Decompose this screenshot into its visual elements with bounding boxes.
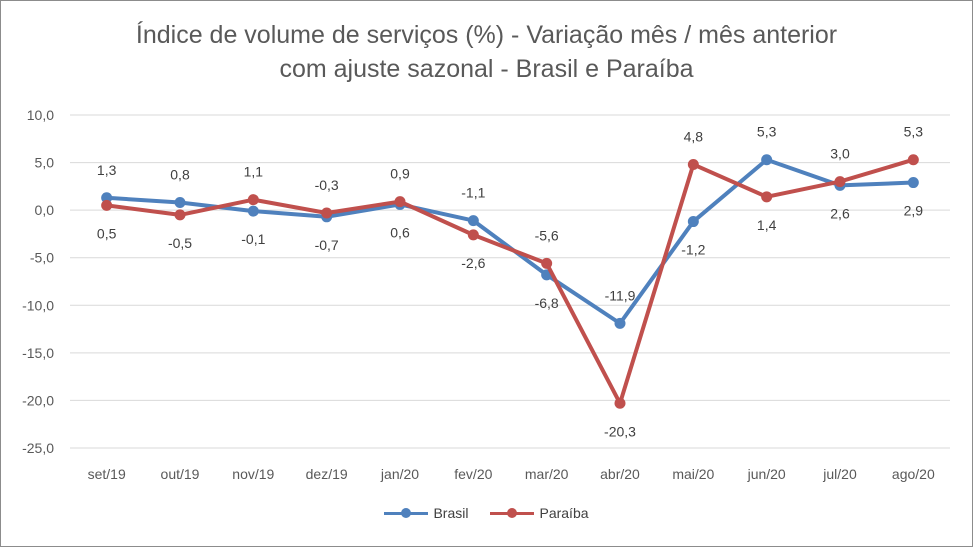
data-label: 5,3 (904, 124, 924, 140)
y-tick-label: -15,0 (22, 345, 54, 361)
legend: Brasil Paraíba (0, 505, 973, 521)
x-tick-label: jun/20 (747, 466, 786, 482)
legend-label-paraiba: Paraíba (539, 505, 589, 521)
legend-swatch-brasil (384, 507, 429, 519)
x-tick-label: jul/20 (822, 466, 857, 482)
data-label: 2,6 (830, 205, 850, 221)
x-tick-label: set/19 (88, 466, 126, 482)
data-point (247, 194, 259, 206)
data-label: 4,8 (684, 128, 704, 144)
data-label: 0,6 (390, 224, 410, 240)
data-point (321, 207, 333, 219)
data-label: 0,5 (97, 225, 117, 241)
x-tick-label: nov/19 (232, 466, 274, 482)
data-label: 0,8 (170, 167, 190, 183)
data-label: 5,3 (757, 124, 777, 140)
data-label: -5,6 (535, 227, 559, 243)
chart-title: Índice de volume de serviços (%) - Varia… (0, 18, 973, 86)
data-point (247, 205, 259, 217)
y-tick-label: 5,0 (35, 155, 55, 171)
legend-marker-paraiba (507, 508, 518, 518)
data-label: -0,7 (315, 237, 339, 253)
data-point (614, 317, 626, 329)
data-label: 1,4 (757, 217, 777, 233)
data-label: -1,1 (461, 185, 485, 201)
data-label: 0,9 (390, 166, 410, 182)
legend-marker-brasil (401, 508, 412, 518)
y-tick-label: 0,0 (35, 202, 55, 218)
y-tick-label: -20,0 (22, 392, 54, 408)
data-point (101, 199, 113, 211)
data-point (761, 154, 773, 166)
data-point (687, 158, 699, 170)
data-label: 1,1 (244, 164, 264, 180)
data-label: -0,5 (168, 235, 192, 251)
legend-swatch-paraiba (490, 507, 535, 519)
data-label: -0,3 (315, 177, 339, 193)
data-point (394, 196, 406, 208)
x-tick-label: ago/20 (892, 466, 935, 482)
x-tick-label: out/19 (161, 466, 200, 482)
legend-item-paraiba[interactable]: Paraíba (490, 505, 589, 521)
data-label: 2,9 (904, 203, 924, 219)
y-tick-label: -5,0 (30, 250, 54, 266)
x-tick-label: dez/19 (306, 466, 348, 482)
data-point (907, 177, 919, 189)
y-tick-label: 10,0 (27, 107, 54, 123)
data-label: -6,8 (535, 295, 559, 311)
data-point (687, 216, 699, 228)
data-point (541, 257, 553, 269)
series-line (106, 157, 914, 326)
chart-title-line-1: Índice de volume de serviços (%) - Varia… (135, 21, 838, 49)
data-label: 1,3 (97, 162, 117, 178)
legend-label-brasil: Brasil (433, 505, 469, 521)
chart-title-line-2: com ajuste sazonal - Brasil e Paraíba (279, 55, 694, 83)
legend-item-brasil[interactable]: Brasil (384, 505, 468, 521)
series-paraiba (101, 154, 919, 409)
data-label: -1,2 (681, 242, 705, 258)
x-tick-label: fev/20 (454, 466, 492, 482)
series-line (106, 157, 914, 406)
data-label: -11,9 (605, 287, 636, 303)
x-tick-label: abr/20 (600, 466, 640, 482)
x-tick-label: jan/20 (380, 466, 419, 482)
data-point (101, 192, 113, 204)
data-point (467, 215, 479, 227)
data-label: -2,6 (461, 255, 485, 271)
series-brasil (101, 154, 919, 329)
x-tick-label: mar/20 (525, 466, 569, 482)
data-point (174, 209, 186, 221)
data-label: -0,1 (241, 231, 265, 247)
data-label: 3,0 (830, 146, 850, 162)
x-tick-label: mai/20 (672, 466, 714, 482)
data-point (834, 176, 846, 188)
data-point (761, 191, 773, 203)
data-point (907, 154, 919, 166)
data-label: -20,3 (604, 423, 636, 439)
y-tick-label: -25,0 (22, 440, 54, 456)
data-point (614, 397, 626, 409)
data-point (174, 197, 186, 209)
y-tick-label: -10,0 (22, 297, 54, 313)
data-point (467, 229, 479, 241)
